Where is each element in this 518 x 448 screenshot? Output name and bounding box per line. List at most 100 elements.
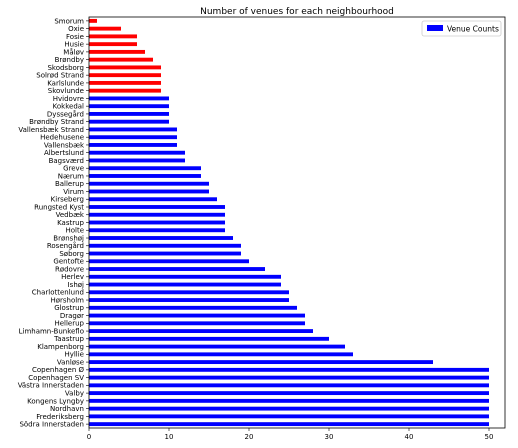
- y-tick-label: Vallensbæk: [44, 141, 85, 149]
- bar: [89, 212, 225, 217]
- y-tick-label: Ballerup: [55, 180, 85, 188]
- bar: [89, 18, 97, 23]
- x-tick-label: 40: [405, 433, 414, 441]
- y-tick-label: Kirseberg: [51, 196, 84, 204]
- bar: [89, 321, 305, 326]
- y-tick-label: Husie: [64, 41, 84, 49]
- bar: [89, 80, 161, 85]
- y-tick-label: Brøndby: [55, 56, 84, 64]
- x-tick-label: 30: [325, 433, 334, 441]
- y-tick-label: Holte: [65, 227, 84, 235]
- y-tick-label: Nordhavn: [50, 405, 84, 413]
- plot-frame: [88, 16, 506, 429]
- x-tick-label: 0: [87, 433, 91, 441]
- legend-box: [421, 20, 502, 37]
- bar: [89, 158, 185, 163]
- y-tick-label: Copenhagen SV: [28, 374, 84, 382]
- y-tick-label: Södra Innerstaden: [19, 421, 84, 429]
- bar: [89, 111, 169, 116]
- x-tick-label: 50: [485, 433, 494, 441]
- bar: [89, 205, 225, 209]
- y-tick-label: Kongens Lyngby: [27, 397, 84, 405]
- bar: [89, 197, 217, 202]
- y-tick-label: Rødovre: [55, 265, 84, 273]
- y-tick-label: Fosie: [66, 33, 84, 41]
- bar: [89, 282, 281, 287]
- bar: [89, 259, 249, 264]
- y-tick-label: Hvidovre: [53, 95, 84, 103]
- y-tick-label: Charlottenlund: [32, 289, 84, 297]
- y-tick-label: Ishøj: [68, 281, 84, 289]
- bar: [89, 383, 489, 388]
- y-tick-label: Hellerup: [54, 320, 84, 328]
- y-tick-label: Greve: [63, 165, 84, 173]
- y-tick-label: Nærum: [58, 172, 84, 180]
- chart-title: Number of venues for each neighbourhood: [200, 7, 394, 17]
- bar: [89, 127, 177, 132]
- bar: [89, 42, 137, 47]
- bar: [89, 375, 489, 380]
- bar: [89, 49, 145, 54]
- bar: [89, 228, 225, 233]
- legend-label: Venue Counts: [447, 25, 499, 34]
- x-tick-label: 20: [245, 433, 254, 441]
- bar: [89, 290, 289, 295]
- bar: [89, 150, 185, 155]
- bar: [89, 406, 489, 411]
- bar: [89, 181, 209, 186]
- y-tick-label: Virum: [63, 188, 84, 196]
- y-tick-label: Valby: [65, 390, 84, 398]
- y-tick-label: Frederiksberg: [36, 413, 84, 421]
- y-tick-label: Glostrup: [54, 304, 84, 312]
- y-tick-label: Brønshøj: [53, 234, 84, 242]
- y-tick-label: Vallensbæk Strand: [18, 126, 84, 134]
- bar: [89, 251, 241, 256]
- bar: [89, 367, 489, 372]
- bar: [89, 57, 153, 62]
- x-tick-label: 10: [165, 433, 174, 441]
- bar: [89, 298, 289, 302]
- y-tick-label: Vanløse: [57, 358, 84, 366]
- y-tick-label: Måløv: [63, 47, 84, 56]
- bar: [89, 73, 161, 78]
- bars-group: [89, 18, 489, 427]
- bar: [89, 65, 161, 70]
- y-tick-label: Karlslunde: [47, 79, 84, 87]
- y-tick-label: Rungsted Kyst: [34, 203, 84, 211]
- y-tick-label: Västra Innerstaden: [18, 382, 84, 390]
- y-tick-label: Dragør: [60, 312, 84, 320]
- bar: [89, 344, 345, 349]
- y-tick-label: Hyllie: [64, 351, 84, 359]
- y-tick-label: Klampenborg: [37, 343, 84, 351]
- bar: [89, 26, 121, 31]
- bar: [89, 352, 353, 357]
- y-tick-label: Copenhagen Ø: [32, 366, 84, 374]
- bar: [89, 189, 209, 194]
- y-tick-label: Herlev: [61, 273, 84, 281]
- y-tick-label: Limhamn-Bunkeflo: [19, 327, 84, 335]
- y-tick-label: Vedbæk: [56, 211, 85, 219]
- bar: [89, 267, 265, 271]
- bar: [89, 135, 177, 140]
- bar: [89, 220, 225, 225]
- y-tick-label: Bagsværd: [49, 157, 84, 165]
- bar: [89, 243, 241, 248]
- legend: Venue Counts: [421, 20, 502, 37]
- x-axis: 0 10 20 30 40 50: [87, 428, 494, 441]
- y-tick-label: Søborg: [59, 250, 84, 258]
- bar: [89, 96, 169, 101]
- bar: [89, 119, 169, 124]
- bar: [89, 336, 329, 341]
- y-tick-label: Kastrup: [57, 219, 84, 227]
- y-tick-label: Smorum: [54, 17, 84, 25]
- bar: [89, 391, 489, 396]
- bar: [89, 274, 281, 279]
- y-tick-label: Brøndby Strand: [29, 118, 84, 126]
- bar: [89, 398, 489, 403]
- y-tick-label: Skodsborg: [47, 64, 84, 72]
- bar: [89, 104, 169, 109]
- y-tick-label: Skovlunde: [48, 87, 84, 95]
- y-tick-label: Hørsholm: [50, 296, 84, 304]
- bar: [89, 236, 233, 240]
